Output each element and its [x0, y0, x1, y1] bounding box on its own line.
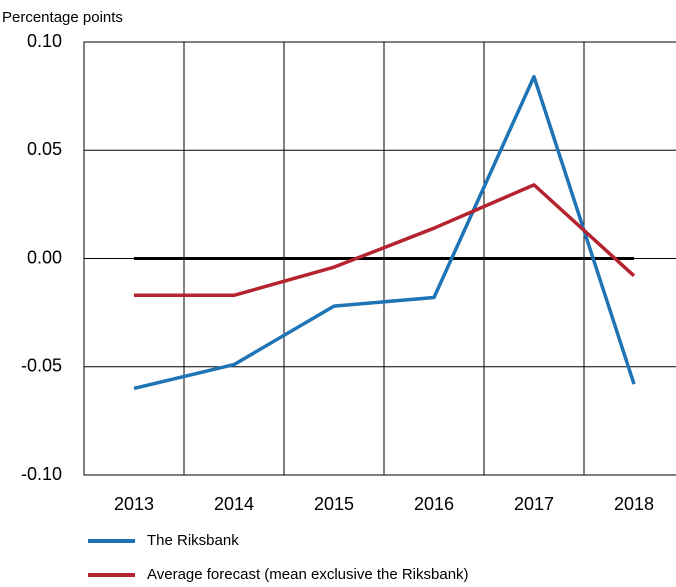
y-tick-label: -0.10: [21, 464, 62, 484]
series-line: [133, 74, 636, 391]
legend-label: Average forecast (mean exclusive the Rik…: [147, 566, 469, 583]
y-axis-label: Percentage points: [2, 9, 123, 26]
x-tick-label: 2017: [514, 494, 554, 514]
y-tick-label: -0.05: [21, 356, 62, 376]
x-tick-label: 2016: [414, 494, 454, 514]
x-tick-label: 2018: [614, 494, 654, 514]
y-tick-label: 0.10: [27, 31, 62, 51]
x-tick-label: 2013: [114, 494, 154, 514]
legend-label: The Riksbank: [147, 532, 239, 549]
x-tick-label: 2014: [214, 494, 254, 514]
series-line: [134, 183, 636, 298]
x-tick-label: 2015: [314, 494, 354, 514]
y-tick-label: 0.05: [27, 139, 62, 159]
y-tick-label: 0.00: [27, 247, 62, 267]
